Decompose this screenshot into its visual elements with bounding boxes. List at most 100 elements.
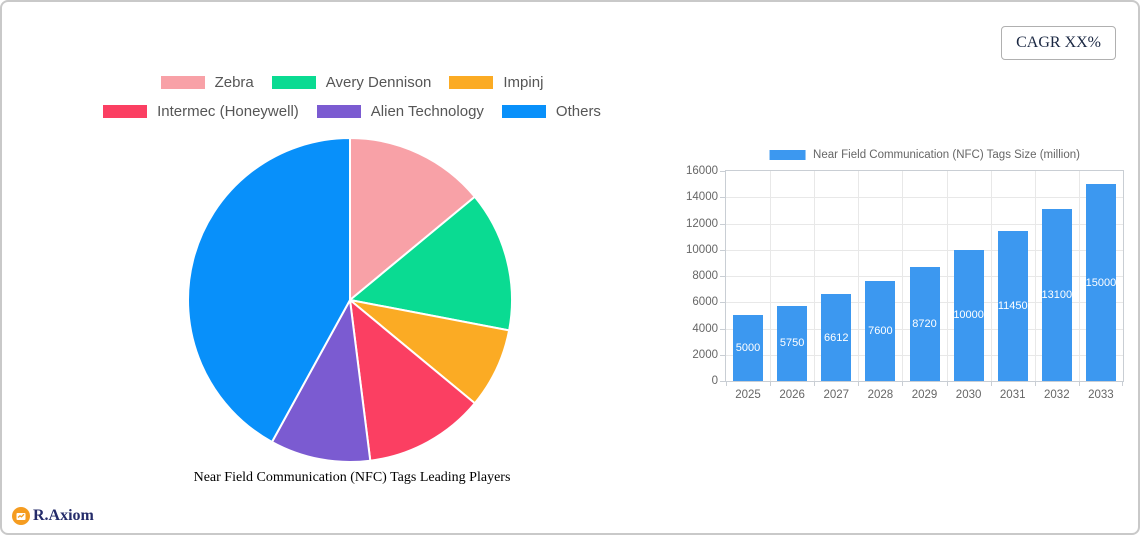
pie-slice-others	[187, 137, 351, 443]
y-axis-tick-mark	[720, 171, 726, 172]
bar-chart: Near Field Communication (NFC) Tags Size…	[686, 149, 1124, 401]
pie-chart-title: Near Field Communication (NFC) Tags Lead…	[193, 470, 511, 485]
y-axis-tick-mark	[720, 328, 726, 330]
legend-swatch-icon	[449, 76, 494, 89]
bar-2032: 13100	[1042, 209, 1072, 381]
bar-value-label: 6612	[824, 331, 849, 344]
x-axis-tick-mark	[946, 381, 948, 386]
bar-value-label: 5000	[735, 342, 761, 355]
bar-legend-label: Near Field Communication (NFC) Tags Size…	[813, 149, 1080, 161]
bar-2026: 5750	[777, 305, 808, 381]
bar-plot-area: 0 2000 4000 6000 8000 10000 12000 14000 16000 500…	[686, 165, 1124, 401]
x-axis-tick-label: 2029	[911, 389, 938, 401]
y-axis-tick-label: 0	[711, 375, 718, 387]
pie-slice-alien-technology	[270, 299, 372, 463]
y-axis-tick-label: 6000	[692, 296, 718, 309]
bar-2033: 15000	[1086, 184, 1116, 381]
legend-label: Avery Dennison	[325, 74, 432, 91]
x-axis-tick-mark	[726, 381, 727, 386]
x-axis-tick-label: 2032	[1044, 389, 1070, 401]
x-axis-tick-mark	[902, 381, 904, 386]
legend-swatch-icon	[271, 76, 316, 89]
gridline-vertical	[858, 171, 860, 381]
x-axis-tick-label: 2033	[1088, 389, 1114, 401]
y-axis-tick-mark	[720, 249, 726, 251]
y-axis-tick-label: 2000	[692, 348, 718, 361]
x-axis-tick-label: 2025	[735, 389, 761, 401]
x-axis-tick-label: 2031	[999, 389, 1026, 401]
pie-slice-intermec-honeywell	[349, 299, 476, 462]
y-axis-tick-label: 4000	[692, 322, 718, 335]
y-axis-tick-mark	[720, 354, 726, 356]
bar-2025: 5000	[733, 315, 764, 381]
legend-swatch-icon	[316, 105, 361, 118]
gridline-vertical	[1078, 171, 1080, 381]
bar-value-label: 8720	[912, 317, 937, 330]
pie-legend-row-2: Intermec (Honeywell) Alien Technology Othe…	[103, 103, 601, 120]
y-axis-tick-label: 14000	[686, 191, 718, 204]
y-axis-tick-mark	[720, 197, 726, 199]
brand-logo[interactable]: R.Axiom	[12, 507, 94, 525]
pie-legend-item-others[interactable]: Others	[501, 103, 601, 120]
legend-label: Others	[555, 103, 601, 120]
legend-swatch-icon	[501, 105, 546, 118]
gridline-vertical	[814, 171, 816, 381]
pie-slice-avery-dennison	[349, 195, 513, 332]
gridline-horizontal	[726, 249, 1123, 251]
pie-legend: Zebra Avery Dennison Impinj Intermec (Hone…	[2, 74, 702, 120]
bar-value-label: 13100	[1041, 289, 1073, 302]
x-axis-tick-mark	[1034, 381, 1036, 386]
pie-legend-item-alien-technology[interactable]: Alien Technology	[316, 103, 484, 120]
x-axis-tick-mark	[1122, 381, 1123, 386]
bar-value-label: 10000	[953, 309, 984, 322]
cagr-badge[interactable]: CAGR XX%	[1001, 26, 1116, 60]
x-axis-tick-label: 2030	[955, 389, 982, 401]
x-axis-tick-mark	[990, 381, 992, 386]
legend-label: Alien Technology	[370, 103, 484, 120]
pie-chart	[185, 135, 515, 465]
pie-legend-item-avery-dennison[interactable]: Avery Dennison	[271, 74, 432, 91]
pie-legend-item-impinj[interactable]: Impinj	[449, 74, 543, 91]
legend-swatch-icon	[103, 105, 148, 118]
bar-value-label: 7600	[868, 325, 893, 338]
gridline-vertical	[1034, 171, 1036, 381]
pie-slice-zebra	[349, 137, 476, 301]
pie-chart-svg	[187, 137, 513, 463]
legend-label: Zebra	[214, 74, 254, 91]
gridline-vertical	[770, 171, 772, 381]
legend-swatch-icon	[160, 76, 205, 89]
y-axis-tick-label: 10000	[686, 243, 718, 256]
bar-2028: 7600	[865, 281, 896, 381]
bar-2031: 11450	[997, 230, 1028, 381]
bar-2030: 10000	[953, 249, 984, 381]
gridline-horizontal	[726, 223, 1123, 225]
bar-value-label: 11450	[997, 299, 1028, 312]
pie-legend-item-zebra[interactable]: Zebra	[160, 74, 254, 91]
x-axis-tick-label: 2026	[779, 389, 805, 401]
gridline-horizontal	[726, 197, 1123, 199]
y-axis-tick-label: 8000	[692, 270, 718, 282]
gridline-vertical	[946, 171, 948, 381]
x-axis-tick-label: 2027	[823, 389, 850, 401]
y-axis-tick-label: 12000	[686, 217, 718, 230]
bar-chart-in-circle-icon	[12, 507, 30, 525]
brand-logo-text: R.Axiom	[33, 507, 94, 524]
bar-chart-legend[interactable]: Near Field Communication (NFC) Tags Size…	[769, 149, 1080, 161]
legend-label: Impinj	[503, 74, 544, 91]
pie-legend-row-1: Zebra Avery Dennison Impinj	[160, 74, 543, 91]
bar-value-label: 15000	[1085, 276, 1117, 289]
x-axis-tick-mark	[1078, 381, 1080, 386]
pie-legend-item-intermec-honeywell[interactable]: Intermec (Honeywell)	[103, 103, 299, 120]
x-axis-tick-mark	[770, 381, 772, 386]
x-axis-tick-mark	[858, 381, 860, 386]
bar-legend-swatch-icon	[769, 150, 806, 160]
bar-value-label: 5750	[779, 337, 805, 350]
gridline-vertical	[990, 171, 992, 381]
bar-2029: 8720	[909, 266, 940, 381]
legend-label: Intermec (Honeywell)	[157, 103, 299, 120]
x-axis-tick-label: 2028	[867, 389, 894, 401]
y-axis-tick-mark	[720, 381, 726, 382]
gridline-vertical	[902, 171, 904, 381]
y-axis-tick-label: 16000	[686, 165, 718, 177]
